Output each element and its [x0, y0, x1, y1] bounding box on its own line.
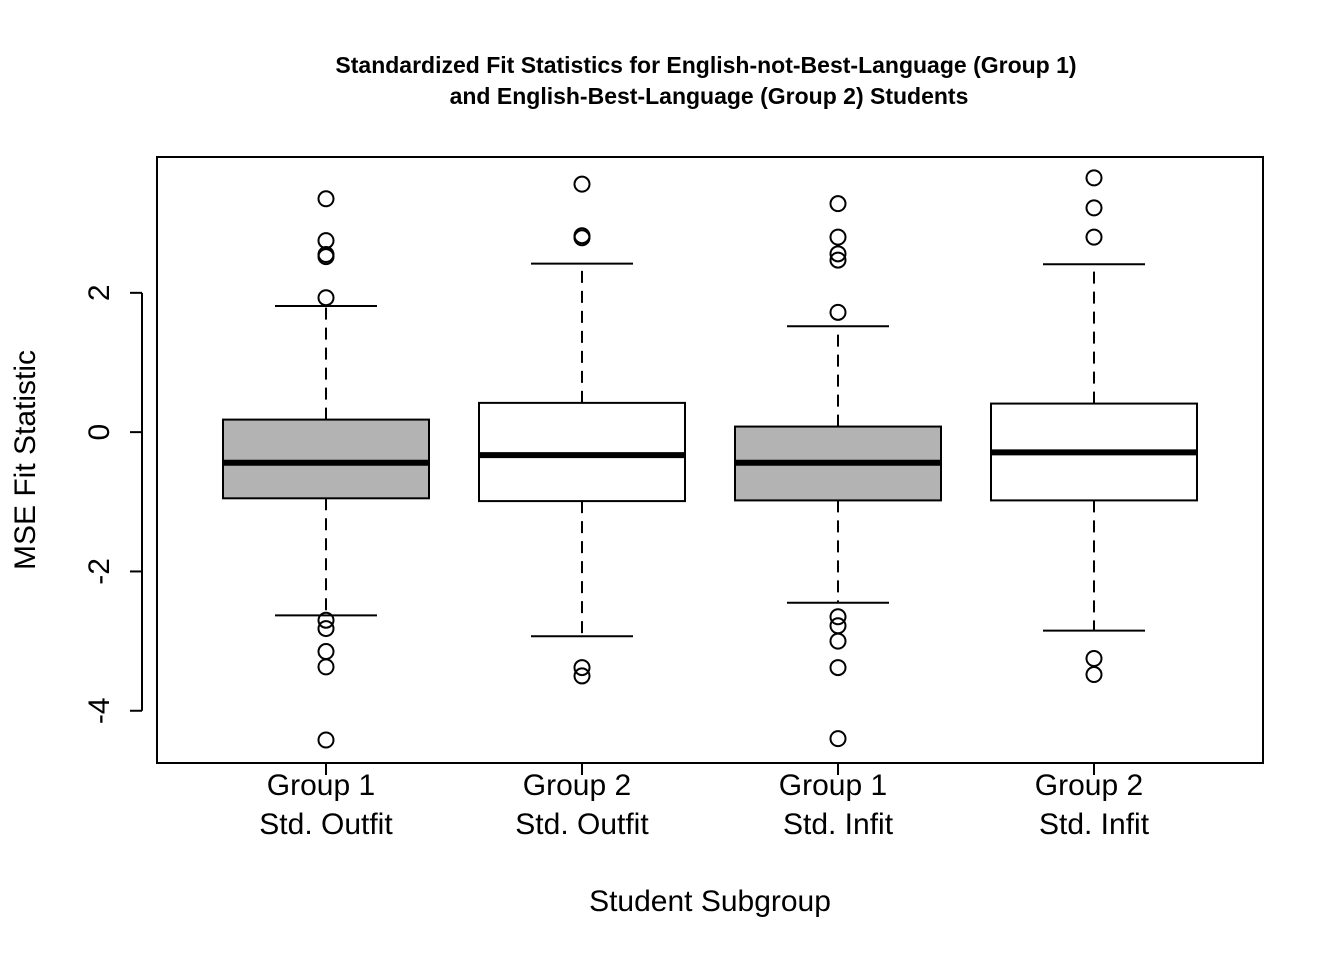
- x-tick-label-line-2: Std. Outfit: [259, 808, 393, 841]
- y-tick-label: -4: [83, 697, 116, 724]
- outlier-point: [317, 611, 335, 629]
- chart-title-line-2: and English-Best-Language (Group 2) Stud…: [450, 83, 969, 109]
- outlier-point: [829, 195, 847, 213]
- x-axis-tick-labels: Group 1 Std. Outfit Group 2 Std. Outfit Grou…: [259, 762, 1150, 841]
- chart-title-line-1: Standardized Fit Statistics for English-…: [335, 52, 1076, 78]
- outlier-point: [573, 229, 591, 247]
- outlier-point: [1085, 199, 1103, 217]
- outlier-point: [829, 245, 847, 263]
- box-group: [222, 190, 430, 749]
- outlier-point: [317, 248, 335, 266]
- outlier-point: [573, 175, 591, 193]
- y-axis-label: MSE Fit Statistic: [9, 350, 42, 570]
- iqr-box: [478, 401, 686, 503]
- x-tick-label-line-2: Std. Infit: [783, 808, 894, 841]
- outlier-point: [317, 658, 335, 676]
- outlier-point: [317, 731, 335, 749]
- outlier-point: [829, 303, 847, 321]
- iqr-box: [222, 418, 430, 500]
- outlier-point: [573, 659, 591, 677]
- x-tick-label-line-2: Std. Infit: [1039, 808, 1150, 841]
- y-tick-label: 0: [83, 424, 116, 441]
- x-tick-label-line-1: Group 2: [1035, 769, 1143, 802]
- x-tick-label-line-2: Std. Outfit: [515, 808, 649, 841]
- x-tick-label-line-1: Group 2: [523, 769, 631, 802]
- y-tick-label: -2: [83, 558, 116, 585]
- boxes: [222, 169, 1198, 749]
- outlier-point: [1085, 650, 1103, 668]
- outlier-point: [573, 667, 591, 685]
- outlier-point: [317, 232, 335, 250]
- x-tick-label-line-1: Group 1: [267, 769, 375, 802]
- y-axis: -4 -2 0 2: [83, 284, 143, 724]
- outlier-point: [1085, 228, 1103, 246]
- outlier-point: [829, 659, 847, 677]
- x-tick-label-line-1: Group 1: [779, 769, 887, 802]
- outlier-point: [829, 608, 847, 626]
- outlier-point: [829, 617, 847, 635]
- outlier-point: [317, 289, 335, 307]
- outlier-point: [1085, 169, 1103, 187]
- x-axis-label: Student Subgroup: [589, 885, 831, 918]
- outlier-point: [317, 190, 335, 208]
- outlier-point: [829, 228, 847, 246]
- outlier-point: [829, 632, 847, 650]
- outlier-point: [317, 620, 335, 638]
- outlier-point: [317, 643, 335, 661]
- box-group: [990, 169, 1198, 684]
- outlier-point: [829, 730, 847, 748]
- outlier-point: [829, 251, 847, 269]
- outlier-point: [1085, 666, 1103, 684]
- box-group: [734, 195, 942, 748]
- box-group: [478, 175, 686, 685]
- y-tick-label: 2: [83, 284, 116, 301]
